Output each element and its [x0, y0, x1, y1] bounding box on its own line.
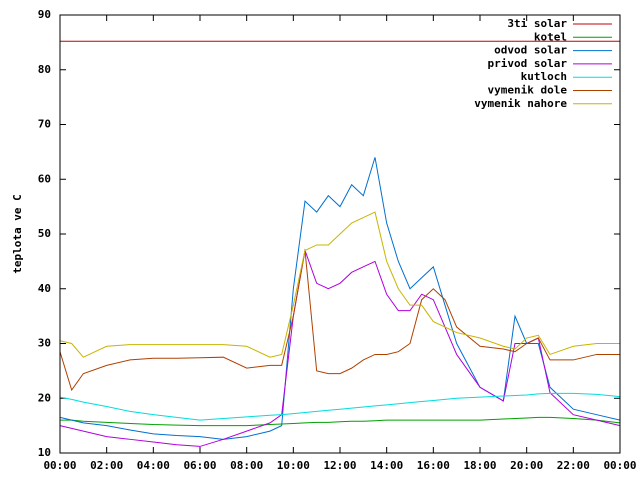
x-tick-label: 04:00 [137, 459, 170, 472]
y-tick-label: 30 [38, 337, 51, 350]
x-tick-label: 08:00 [230, 459, 263, 472]
x-tick-label: 14:00 [370, 459, 403, 472]
y-tick-label: 80 [38, 63, 51, 76]
x-tick-label: 06:00 [183, 459, 216, 472]
legend-label: kutloch [521, 70, 567, 83]
legend-label: vymenik nahore [474, 97, 567, 110]
x-tick-label: 10:00 [277, 459, 310, 472]
plot-frame [59, 14, 621, 454]
x-tick-label: 22:00 [557, 459, 590, 472]
y-tick-label: 20 [38, 391, 51, 404]
y-tick-label: 40 [38, 282, 51, 295]
series-line [59, 392, 621, 421]
y-tick-label: 90 [38, 8, 51, 21]
x-tick-label: 00:00 [603, 459, 636, 472]
series-line [59, 157, 621, 440]
series-line [59, 248, 621, 447]
x-tick-label: 20:00 [510, 459, 543, 472]
legend-label: odvod solar [494, 44, 567, 57]
legend-label: 3ti solar [507, 17, 567, 30]
x-tick-label: 18:00 [463, 459, 496, 472]
series-line [60, 416, 621, 427]
x-tick-label: 02:00 [90, 459, 123, 472]
y-tick-label: 60 [38, 172, 51, 185]
legend-label: vymenik dole [488, 84, 568, 97]
y-tick-label: 50 [38, 227, 51, 240]
series-line [59, 211, 620, 358]
y-tick-label: 10 [38, 446, 51, 459]
legend-label: kotel [534, 30, 567, 43]
series-line [59, 250, 620, 392]
y-axis-label: teplota ve C [11, 194, 24, 273]
legend-label: privod solar [488, 57, 568, 70]
x-tick-label: 16:00 [417, 459, 450, 472]
x-tick-label: 00:00 [43, 459, 76, 472]
y-tick-label: 70 [38, 118, 51, 131]
x-tick-label: 12:00 [323, 459, 356, 472]
